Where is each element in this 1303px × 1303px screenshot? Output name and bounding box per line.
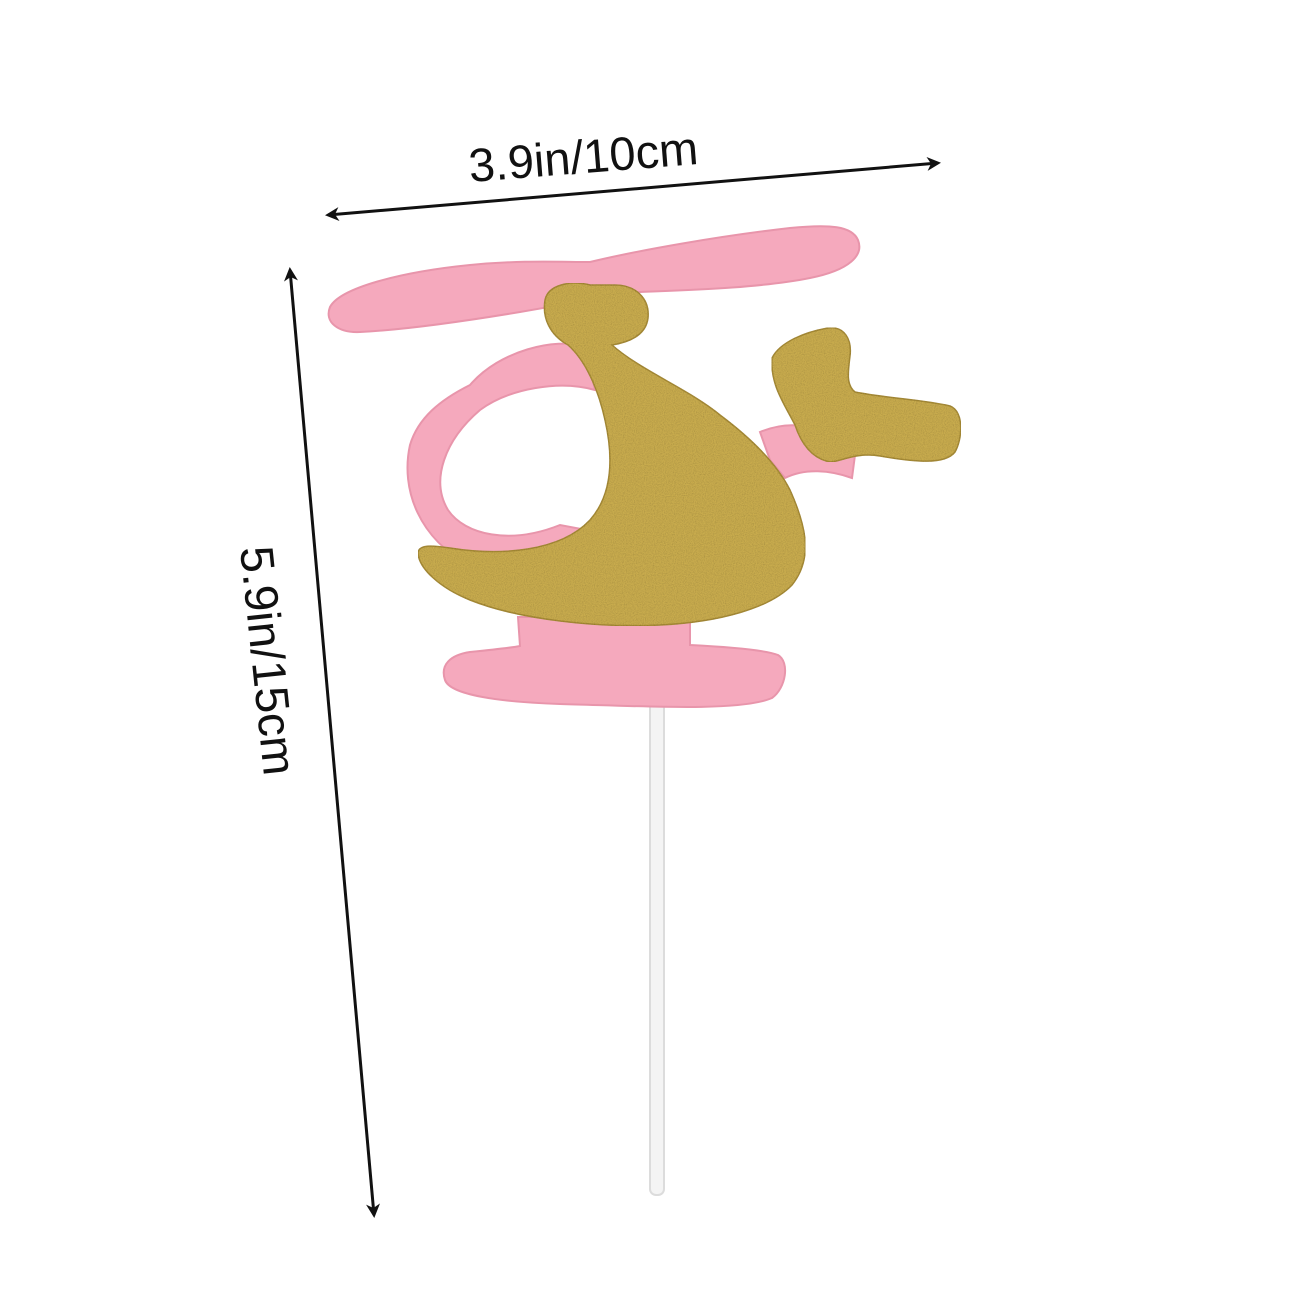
width-label: 3.9in/10cm (467, 121, 700, 192)
height-dimension: 5.9in/15cm (230, 267, 380, 1218)
width-arrow (325, 156, 941, 222)
helicopter-landing-skid (442, 616, 787, 708)
cake-topper-stick (649, 689, 665, 1196)
helicopter-rotor (327, 225, 861, 334)
width-dimension: 3.9in/10cm (325, 121, 941, 222)
helicopter-gold-body (417, 282, 807, 627)
height-arrow (284, 267, 380, 1218)
height-label: 5.9in/15cm (230, 544, 307, 778)
helicopter-gold-tail-rotor (771, 327, 962, 463)
